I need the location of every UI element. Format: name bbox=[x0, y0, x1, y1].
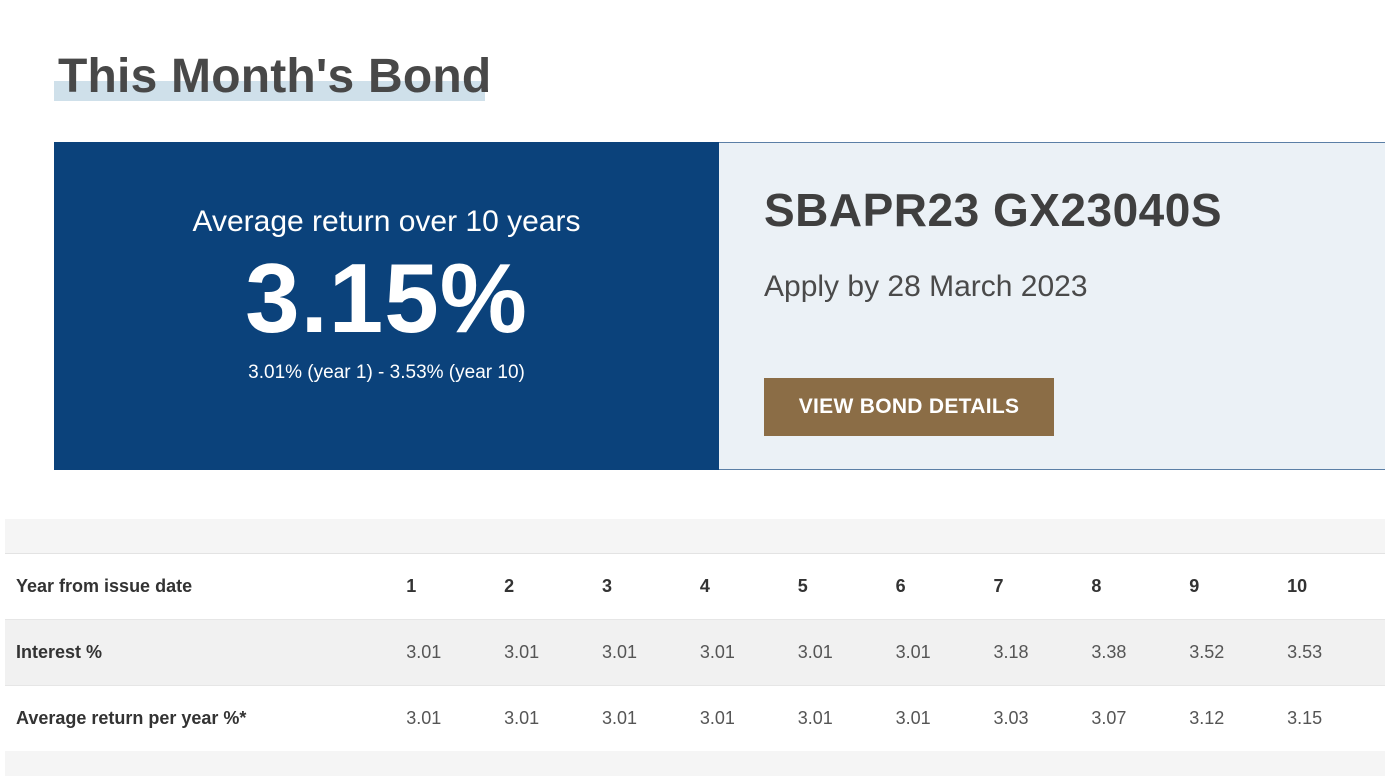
table-cell: 3.01 bbox=[504, 708, 540, 728]
table-cell: 3.01 bbox=[797, 708, 833, 728]
table-cell: 3.01 bbox=[601, 642, 637, 662]
page-title: This Month's Bond bbox=[58, 50, 492, 103]
rate-panel: Average return over 10 years 3.15% 3.01%… bbox=[54, 142, 719, 470]
year-header: 10 bbox=[1287, 576, 1308, 596]
row-label: Average return per year %* bbox=[16, 708, 247, 728]
bond-info-panel: SBAPR23 GX23040S Apply by 28 March 2023 … bbox=[719, 142, 1385, 470]
table-cell: 3.01 bbox=[504, 642, 540, 662]
table-header-row: Year from issue date 1 2 3 4 5 6 7 8 9 1… bbox=[5, 554, 1385, 620]
table-row-interest: Interest % 3.01 3.01 3.01 3.01 3.01 3.01… bbox=[5, 619, 1385, 686]
table-cell: 3.01 bbox=[601, 708, 637, 728]
view-bond-details-button[interactable]: VIEW BOND DETAILS bbox=[764, 378, 1054, 436]
table-cell: 3.01 bbox=[699, 708, 735, 728]
table-cell: 3.01 bbox=[406, 708, 442, 728]
average-rate-value: 3.15% bbox=[245, 243, 528, 353]
year-header: 5 bbox=[797, 576, 808, 596]
rate-range: 3.01% (year 1) - 3.53% (year 10) bbox=[248, 362, 525, 383]
table-cell: 3.38 bbox=[1091, 642, 1127, 662]
table-row-average-return: Average return per year %* 3.01 3.01 3.0… bbox=[5, 686, 1385, 752]
table-cell: 3.03 bbox=[993, 708, 1029, 728]
table-cell: 3.01 bbox=[895, 642, 931, 662]
row-label: Interest % bbox=[16, 642, 103, 662]
year-header: 1 bbox=[406, 576, 417, 596]
header-label: Year from issue date bbox=[16, 576, 193, 596]
year-header: 9 bbox=[1189, 576, 1200, 596]
year-header: 8 bbox=[1091, 576, 1102, 596]
table-cell: 3.15 bbox=[1287, 708, 1323, 728]
year-header: 2 bbox=[504, 576, 515, 596]
table-cell: 3.52 bbox=[1189, 642, 1225, 662]
table-cell: 3.53 bbox=[1287, 642, 1323, 662]
table-cell: 3.18 bbox=[993, 642, 1029, 662]
table-cell: 3.01 bbox=[797, 642, 833, 662]
year-header: 7 bbox=[993, 576, 1004, 596]
rate-caption: Average return over 10 years bbox=[192, 205, 581, 238]
apply-by-date: Apply by 28 March 2023 bbox=[764, 270, 1088, 303]
bond-card: Average return over 10 years 3.15% 3.01%… bbox=[54, 142, 1385, 470]
year-header: 6 bbox=[895, 576, 906, 596]
bond-name: SBAPR23 GX23040S bbox=[764, 184, 1223, 236]
table-cell: 3.07 bbox=[1091, 708, 1127, 728]
table-cell: 3.01 bbox=[406, 642, 442, 662]
interest-rates-table: Year from issue date 1 2 3 4 5 6 7 8 9 1… bbox=[5, 554, 1385, 752]
year-header: 3 bbox=[601, 576, 612, 596]
table-cell: 3.01 bbox=[699, 642, 735, 662]
page-title-wrap: This Month's Bond bbox=[54, 46, 492, 108]
title-highlight bbox=[54, 81, 485, 101]
table-cell: 3.12 bbox=[1189, 708, 1225, 728]
year-header: 4 bbox=[699, 576, 710, 596]
table-top-band bbox=[5, 519, 1385, 554]
table-cell: 3.01 bbox=[895, 708, 931, 728]
table-bottom-band bbox=[5, 751, 1385, 776]
